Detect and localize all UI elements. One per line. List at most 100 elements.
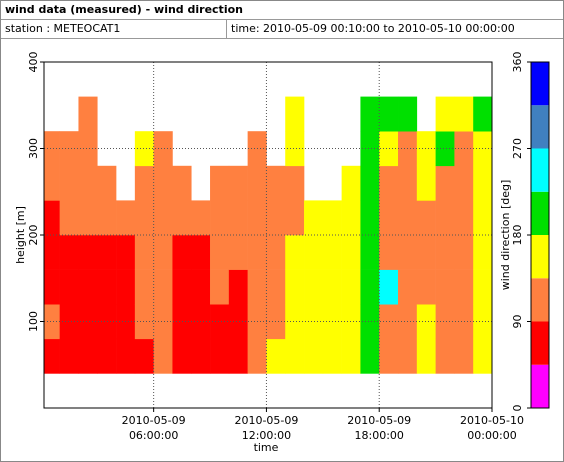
cell xyxy=(266,269,286,305)
cell xyxy=(228,338,248,374)
cell xyxy=(435,269,455,305)
cell xyxy=(134,131,154,167)
cell xyxy=(341,338,361,374)
colorbar-swatch xyxy=(531,364,549,408)
cell xyxy=(285,338,305,374)
cell xyxy=(78,200,98,236)
cell xyxy=(78,131,98,167)
x-tick-label: 18:00:00 xyxy=(355,429,404,442)
cell xyxy=(134,304,154,340)
cell xyxy=(172,269,192,305)
cell xyxy=(341,235,361,270)
cell xyxy=(435,96,455,132)
colorbar-swatch xyxy=(531,278,549,322)
cell xyxy=(59,304,79,340)
cell xyxy=(285,235,305,270)
cell xyxy=(473,269,492,305)
cell xyxy=(153,338,173,374)
cell xyxy=(266,165,286,201)
cell xyxy=(416,338,436,374)
cell xyxy=(304,200,324,236)
cell xyxy=(97,200,117,236)
cell xyxy=(435,235,455,270)
cell xyxy=(341,304,361,340)
cell xyxy=(304,304,324,340)
cell xyxy=(153,304,173,340)
cell xyxy=(379,304,399,340)
time-range: time: 2010-05-09 00:10:00 to 2010-05-10 … xyxy=(227,20,563,39)
cell xyxy=(454,131,474,167)
cell xyxy=(435,338,455,374)
colorbar-tick-label: 90 xyxy=(511,315,524,329)
cell xyxy=(191,269,211,305)
cell xyxy=(78,165,98,201)
cell xyxy=(285,165,305,201)
cell xyxy=(473,96,492,132)
cell xyxy=(454,235,474,270)
cell xyxy=(454,269,474,305)
cell xyxy=(435,200,455,236)
cell xyxy=(59,269,79,305)
cell xyxy=(416,269,436,305)
cell xyxy=(266,235,286,270)
cell xyxy=(228,269,248,305)
title: wind data (measured) - wind direction xyxy=(1,1,563,20)
cell xyxy=(59,165,79,201)
cell xyxy=(191,338,211,374)
cell xyxy=(116,235,136,270)
cell xyxy=(247,338,267,374)
cell xyxy=(379,165,399,201)
x-tick-label: 2010-05-10 xyxy=(460,414,524,427)
cell xyxy=(78,304,98,340)
cell xyxy=(210,269,230,305)
cell xyxy=(210,304,230,340)
colorbar-tick-label: 180 xyxy=(511,225,524,246)
cell xyxy=(134,338,154,374)
x-tick-label: 12:00:00 xyxy=(242,429,291,442)
cell xyxy=(134,235,154,270)
colorbar-label: wind direction [deg] xyxy=(499,180,512,291)
colorbar-swatch xyxy=(531,191,549,235)
y-axis-label: height [m] xyxy=(14,206,27,264)
cell xyxy=(116,200,136,236)
cell xyxy=(97,235,117,270)
colorbar-swatch xyxy=(531,62,549,106)
cell xyxy=(322,269,342,305)
cell xyxy=(360,235,380,270)
cell xyxy=(398,338,418,374)
cell xyxy=(416,304,436,340)
cell xyxy=(247,165,267,201)
cell xyxy=(210,165,230,201)
colorbar-tick-label: 360 xyxy=(511,52,524,73)
cell xyxy=(360,269,380,305)
cell xyxy=(454,96,474,132)
cell xyxy=(398,200,418,236)
cell xyxy=(116,338,136,374)
y-tick-label: 200 xyxy=(27,225,40,246)
cell xyxy=(210,200,230,236)
cell xyxy=(379,269,399,305)
cell xyxy=(78,338,98,374)
cell xyxy=(416,235,436,270)
colorbar-swatch xyxy=(531,148,549,192)
cell xyxy=(454,165,474,201)
cell xyxy=(97,165,117,201)
cell xyxy=(416,165,436,201)
station: station : METEOCAT1 xyxy=(1,20,227,39)
cell xyxy=(247,200,267,236)
cell xyxy=(44,269,60,305)
cell xyxy=(44,200,60,236)
cell xyxy=(379,96,399,132)
y-tick-label: 400 xyxy=(27,52,40,73)
cell xyxy=(379,338,399,374)
cell xyxy=(247,235,267,270)
colorbar-swatch xyxy=(531,235,549,279)
x-tick-label: 2010-05-09 xyxy=(122,414,186,427)
cell xyxy=(379,131,399,167)
cell xyxy=(379,200,399,236)
cell xyxy=(44,338,60,374)
cell xyxy=(44,235,60,270)
cell xyxy=(172,165,192,201)
cell xyxy=(341,269,361,305)
cell xyxy=(398,269,418,305)
